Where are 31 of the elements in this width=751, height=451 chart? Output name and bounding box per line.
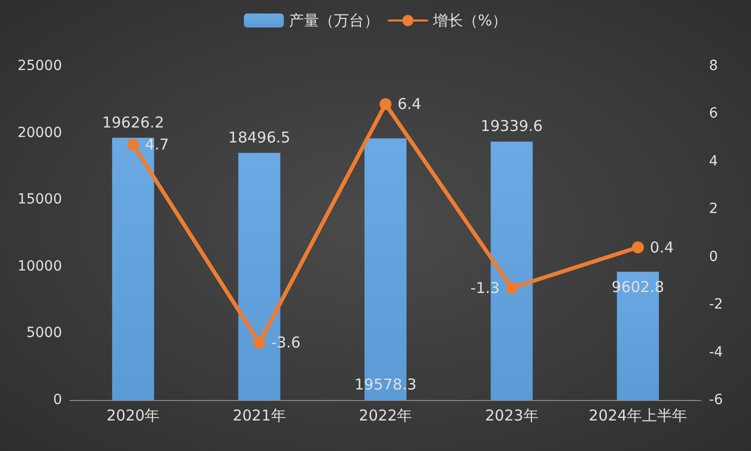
- point: [253, 336, 266, 349]
- point: [380, 98, 392, 110]
- y2-tick-label: 8: [709, 58, 718, 74]
- x-tick-label: 2021年: [232, 406, 286, 424]
- x-tick-label: 2023年: [485, 406, 538, 424]
- y-tick-label: 0: [53, 392, 62, 408]
- point: [506, 282, 518, 294]
- data-label: 0.4: [650, 238, 674, 256]
- legend-label: 增长（%）: [432, 12, 508, 30]
- x-tick-label: 2022年: [358, 406, 412, 424]
- y-tick-label: 10000: [17, 258, 62, 274]
- y2-tick-label: 2: [709, 201, 718, 218]
- y-tick-label: 15000: [17, 192, 62, 208]
- y2-tick-label: -6: [709, 392, 724, 408]
- y2-tick-label: 0: [709, 248, 718, 265]
- y2-tick-label: 6: [709, 106, 718, 122]
- y2-tick-label: -2: [709, 296, 723, 313]
- data-label: 6.4: [398, 95, 422, 114]
- x-tick-label: 2024年上半年: [588, 406, 687, 424]
- x-tick-label: 2020年: [106, 406, 160, 424]
- y2-tick-label: -4: [709, 344, 724, 360]
- point: [127, 138, 140, 151]
- legend-label: 产量（万台）: [288, 12, 379, 30]
- data-label: 19626.2: [102, 113, 164, 132]
- y-tick-label: 5000: [26, 325, 62, 342]
- y-tick-label: 20000: [17, 124, 62, 141]
- data-label: 19339.6: [480, 117, 543, 136]
- y2-tick-label: 4: [709, 153, 718, 170]
- data-label: 18496.5: [228, 128, 290, 146]
- point: [632, 241, 644, 254]
- y-tick-label: 25000: [17, 58, 62, 74]
